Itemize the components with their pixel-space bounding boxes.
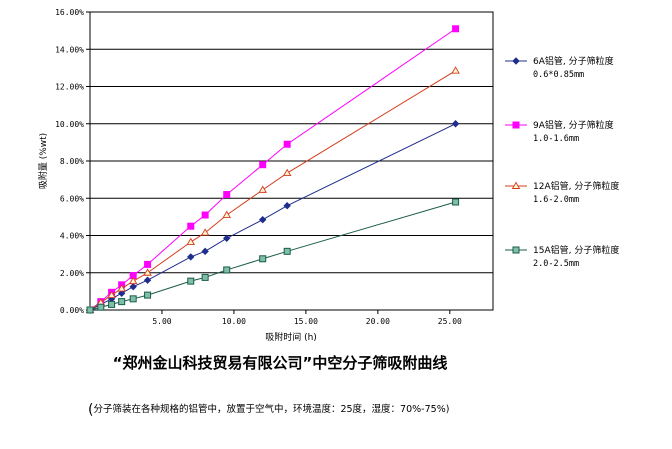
y-tick-label: 8.00% [60, 157, 84, 166]
y-axis-ticks: 0.00% 2.00% 4.00% 6.00% 8.00% 10.00% 12.00% 14.… [55, 8, 90, 315]
legend-swatch-marker [512, 121, 520, 129]
series-line [89, 123, 456, 311]
data-point [86, 306, 94, 314]
legend-item-4: 15A铝管, 分子筛粒度 2.0-2.5mm [505, 244, 619, 269]
data-point [117, 289, 126, 297]
legend-label: 15A铝管, 分子筛粒度 [533, 244, 619, 256]
data-point [451, 120, 460, 128]
legend-detail: 1.0-1.6mm [533, 134, 579, 144]
data-point [107, 290, 116, 299]
y-tick-label: 12.00% [55, 83, 84, 92]
data-point [187, 222, 195, 230]
data-point [128, 276, 138, 285]
legend-detail: 2.0-2.5mm [533, 259, 579, 269]
data-point [283, 201, 291, 210]
data-point [283, 140, 291, 148]
legend-detail: 1.6-2.0mm [533, 195, 579, 205]
data-point [129, 295, 137, 303]
chart-note: (分子筛装在各种规格的铝管中，放置于空气中，环境温度：25度，湿度：70%-75… [88, 401, 449, 418]
y-tick-label: 4.00% [60, 232, 84, 241]
legend-label: 6A铝管, 分子筛粒度 [533, 55, 614, 67]
legend-swatch-marker [512, 246, 520, 254]
x-axis-ticks: 5.00 10.00 15.00 20.00 25.00 [152, 310, 462, 326]
data-point [259, 215, 267, 224]
data-point [282, 168, 292, 177]
y-tick-label: 14.00% [55, 45, 84, 54]
legend-label: 9A铝管, 分子筛粒度 [533, 119, 614, 131]
data-point [144, 291, 152, 299]
y-tick-label: 0.00% [60, 306, 84, 315]
data-point [258, 185, 267, 193]
x-tick-label: 15.00 [294, 317, 318, 326]
x-tick-label: 10.00 [222, 317, 246, 326]
x-tick-label: 5.00 [152, 317, 171, 326]
gridlines [90, 48, 493, 274]
legend-item-3: 12A铝管, 分子筛粒度 1.6-2.0mm [505, 180, 619, 205]
x-tick-label: 25.00 [438, 317, 462, 326]
data-point [452, 25, 460, 33]
chart-note-open-paren: ( [88, 402, 94, 418]
x-tick-label: 20.00 [366, 317, 390, 326]
data-point [187, 277, 195, 285]
legend-swatch-marker [511, 181, 521, 189]
y-tick-label: 2.00% [60, 269, 84, 278]
data-point [117, 284, 126, 292]
y-tick-label: 6.00% [60, 194, 84, 203]
data-point [108, 300, 116, 308]
data-point [451, 66, 460, 74]
data-point [144, 260, 152, 268]
data-point [186, 237, 196, 245]
data-point [259, 255, 267, 263]
data-point [201, 273, 209, 281]
data-point [118, 298, 126, 306]
chart-title: “郑州金山科技贸易有限公司”中空分子筛吸附曲线 [112, 354, 448, 372]
y-tick-label: 16.00% [55, 8, 84, 17]
legend-item-2: 9A铝管, 分子筛粒度 1.0-1.6mm [505, 119, 614, 144]
series-4 [86, 198, 460, 314]
legend-swatch-marker [512, 57, 520, 65]
data-point [143, 276, 152, 284]
data-point [223, 266, 231, 274]
series-1 [86, 120, 460, 314]
data-point [201, 247, 209, 256]
data-point [129, 283, 137, 291]
legend-item-1: 6A铝管, 分子筛粒度 0.6*0.85mm [505, 55, 614, 80]
data-point [201, 211, 209, 219]
data-point [283, 247, 291, 255]
data-point [187, 253, 195, 261]
data-point [222, 210, 232, 218]
data-point [259, 161, 267, 169]
chart-note-text: 分子筛装在各种规格的铝管中，放置于空气中，环境温度：25度，湿度：70%-75%… [93, 404, 450, 415]
data-point [143, 268, 152, 276]
legend: 6A铝管, 分子筛粒度 0.6*0.85mm 9A铝管, 分子筛粒度 1.0-1.6m… [505, 55, 619, 269]
data-point [223, 234, 231, 243]
data-point [223, 191, 231, 199]
y-axis-label: 吸附量 (%wt) [37, 133, 49, 189]
series-2 [86, 25, 460, 314]
series-lines [85, 25, 460, 314]
y-tick-label: 10.00% [55, 120, 84, 129]
legend-label: 12A铝管, 分子筛粒度 [533, 180, 619, 192]
series-3 [85, 66, 460, 313]
data-point [452, 198, 460, 206]
data-point [200, 228, 210, 236]
legend-detail: 0.6*0.85mm [533, 70, 584, 80]
data-point [97, 303, 105, 311]
x-axis-label: 吸附时间 (h) [265, 331, 317, 343]
